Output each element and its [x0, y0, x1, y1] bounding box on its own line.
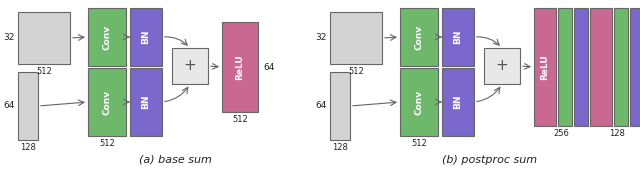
Text: 512: 512 — [232, 115, 248, 124]
Bar — [630, 8, 640, 126]
Text: (b) postproc sum: (b) postproc sum — [442, 155, 538, 165]
Text: BN: BN — [141, 95, 150, 109]
Text: Conv: Conv — [102, 90, 111, 115]
Bar — [130, 68, 162, 136]
Text: BN: BN — [141, 30, 150, 44]
Bar — [222, 22, 258, 112]
Text: BN: BN — [454, 95, 463, 109]
Text: 512: 512 — [348, 67, 364, 76]
Text: 256: 256 — [553, 129, 569, 138]
Bar — [484, 48, 520, 84]
Text: +: + — [184, 59, 196, 74]
Bar — [400, 8, 438, 66]
Bar — [442, 8, 474, 66]
Text: BN: BN — [454, 30, 463, 44]
Bar — [18, 12, 70, 64]
Bar — [330, 72, 350, 140]
Bar — [574, 8, 588, 126]
Text: 128: 128 — [332, 143, 348, 152]
Text: ReLU: ReLU — [541, 54, 550, 80]
Bar — [442, 68, 474, 136]
Bar — [614, 8, 628, 126]
Text: 128: 128 — [20, 143, 36, 152]
Text: 128: 128 — [609, 129, 625, 138]
Text: 512: 512 — [411, 139, 427, 148]
Bar — [18, 72, 38, 140]
Text: 512: 512 — [36, 67, 52, 76]
Text: 32: 32 — [4, 33, 15, 42]
Bar — [590, 8, 612, 126]
Text: 64: 64 — [263, 62, 275, 71]
Bar — [330, 12, 382, 64]
Text: Conv: Conv — [102, 25, 111, 50]
Text: (a) base sum: (a) base sum — [139, 155, 211, 165]
Text: +: + — [495, 59, 508, 74]
Text: 64: 64 — [4, 101, 15, 110]
Text: 512: 512 — [99, 139, 115, 148]
Text: Conv: Conv — [415, 90, 424, 115]
Text: 64: 64 — [316, 101, 327, 110]
Bar — [558, 8, 572, 126]
Text: 32: 32 — [316, 33, 327, 42]
Bar — [88, 68, 126, 136]
Bar — [172, 48, 208, 84]
Bar — [88, 8, 126, 66]
Text: Conv: Conv — [415, 25, 424, 50]
Bar — [130, 8, 162, 66]
Bar — [400, 68, 438, 136]
Bar — [534, 8, 556, 126]
Text: ReLU: ReLU — [236, 54, 244, 80]
